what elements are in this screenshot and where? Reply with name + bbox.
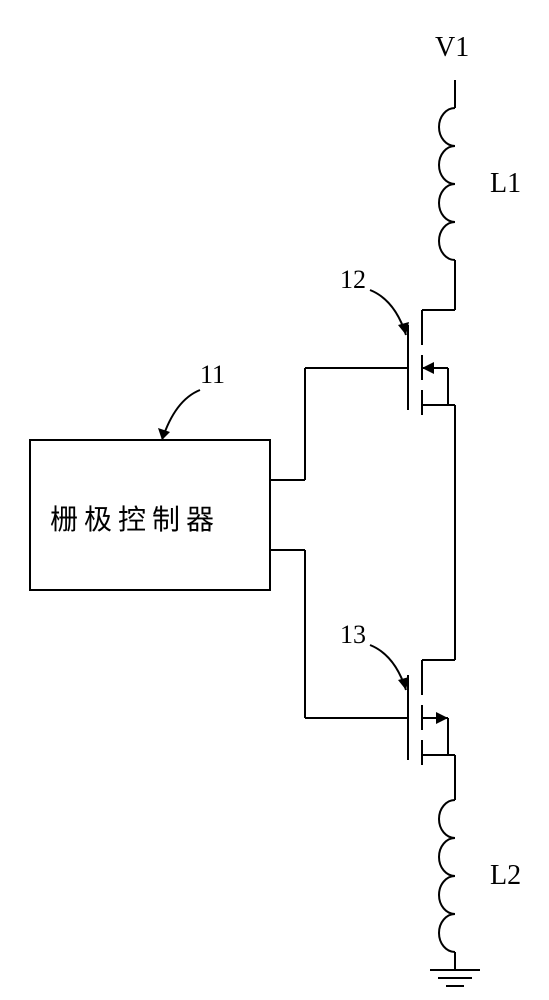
controller-label: 栅极控制器 <box>50 498 220 538</box>
circuit-diagram: V1 L1 L2 12 13 11 栅极控制器 <box>0 0 549 1000</box>
ref-11: 11 <box>200 360 225 390</box>
ref-13: 13 <box>340 620 366 650</box>
label-v1: V1 <box>435 32 469 64</box>
label-l1: L1 <box>490 168 521 200</box>
ref-12: 12 <box>340 265 366 295</box>
label-l2: L2 <box>490 860 521 892</box>
